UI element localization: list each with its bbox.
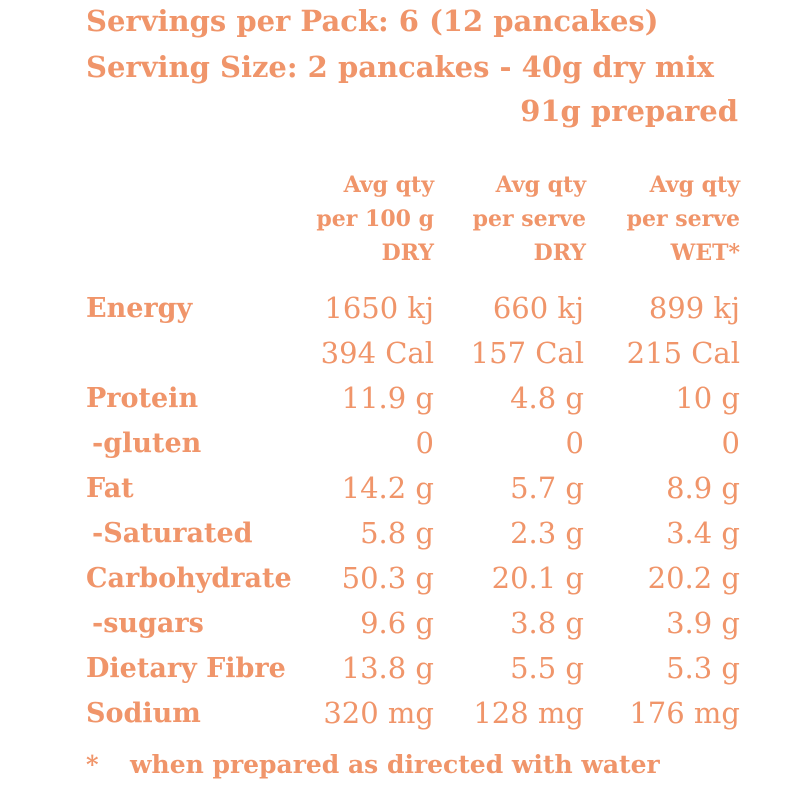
table-row: Dietary Fibre 13.8 g 5.5 g 5.3 g xyxy=(0,646,796,691)
value-per-serve-wet: 0 xyxy=(721,426,740,460)
column-header-line: Avg qty xyxy=(495,172,586,198)
table-row: Carbohydrate 50.3 g 20.1 g 20.2 g xyxy=(0,556,796,601)
column-header-line: WET* xyxy=(670,240,740,266)
value-per-100g-dry: 1650 kj xyxy=(324,291,434,325)
value-per-100g-dry: 14.2 g xyxy=(341,471,434,505)
value-per-serve-wet: 20.2 g xyxy=(647,561,740,595)
value-per-serve-dry: 4.8 g xyxy=(510,381,584,415)
value-per-serve-wet: 3.9 g xyxy=(666,606,740,640)
serving-size: Serving Size: 2 pancakes - 40g dry mix xyxy=(86,50,714,84)
prepared-weight: 91g prepared xyxy=(520,94,738,128)
column-header-line: per 100 g xyxy=(316,206,434,232)
value-per-serve-wet: 10 g xyxy=(675,381,740,415)
table-row: Protein 11.9 g 4.8 g 10 g xyxy=(0,376,796,421)
nutrient-label: Protein xyxy=(86,383,199,414)
column-header-line: Avg qty xyxy=(343,172,434,198)
column-header-line: DRY xyxy=(381,240,434,266)
value-per-100g-dry: 5.8 g xyxy=(360,516,434,550)
nutrient-label: Dietary Fibre xyxy=(86,653,286,684)
value-per-serve-dry: 5.7 g xyxy=(510,471,584,505)
column-header-per-serve-dry: Avg qty per serve DRY xyxy=(473,168,586,270)
table-row: -sugars 9.6 g 3.8 g 3.9 g xyxy=(0,601,796,646)
nutrient-label: -sugars xyxy=(92,608,204,639)
value-per-100g-dry: 9.6 g xyxy=(360,606,434,640)
value-per-serve-wet: 899 kj xyxy=(648,291,740,325)
table-row: Sodium 320 mg 128 mg 176 mg xyxy=(0,691,796,736)
value-per-serve-wet: 8.9 g xyxy=(666,471,740,505)
footnote-text: when prepared as directed with water xyxy=(130,750,660,779)
value-per-100g-dry: 50.3 g xyxy=(341,561,434,595)
value-per-serve-wet: 176 mg xyxy=(629,696,740,730)
nutrient-label: -Saturated xyxy=(92,518,253,549)
table-row: -gluten 0 0 0 xyxy=(0,421,796,466)
table-row: Fat 14.2 g 5.7 g 8.9 g xyxy=(0,466,796,511)
nutrient-label: Fat xyxy=(86,473,134,504)
value-per-100g-dry: 394 Cal xyxy=(320,336,434,370)
value-per-serve-dry: 20.1 g xyxy=(491,561,584,595)
column-header-per-serve-wet: Avg qty per serve WET* xyxy=(627,168,740,270)
column-header-line: Avg qty xyxy=(649,172,740,198)
nutrient-label: Sodium xyxy=(86,698,201,729)
value-per-100g-dry: 320 mg xyxy=(323,696,434,730)
column-header-line: DRY xyxy=(533,240,586,266)
value-per-serve-dry: 5.5 g xyxy=(510,651,584,685)
table-row: 394 Cal 157 Cal 215 Cal xyxy=(0,331,796,376)
value-per-serve-dry: 0 xyxy=(565,426,584,460)
value-per-serve-dry: 660 kj xyxy=(492,291,584,325)
value-per-serve-dry: 2.3 g xyxy=(510,516,584,550)
nutrient-label: Energy xyxy=(86,293,193,324)
value-per-serve-dry: 157 Cal xyxy=(470,336,584,370)
footnote: * when prepared as directed with water xyxy=(86,750,660,779)
value-per-serve-dry: 3.8 g xyxy=(510,606,584,640)
column-header-per-100g-dry: Avg qty per 100 g DRY xyxy=(316,168,434,270)
value-per-100g-dry: 11.9 g xyxy=(341,381,434,415)
servings-per-pack: Servings per Pack: 6 (12 pancakes) xyxy=(86,4,659,38)
value-per-100g-dry: 13.8 g xyxy=(341,651,434,685)
value-per-serve-wet: 3.4 g xyxy=(666,516,740,550)
value-per-serve-wet: 5.3 g xyxy=(666,651,740,685)
table-row: Energy 1650 kj 660 kj 899 kj xyxy=(0,286,796,331)
nutrient-label: -gluten xyxy=(92,428,202,459)
asterisk-icon: * xyxy=(86,750,99,779)
value-per-serve-wet: 215 Cal xyxy=(626,336,740,370)
value-per-100g-dry: 0 xyxy=(415,426,434,460)
column-header-line: per serve xyxy=(626,206,740,232)
column-header-line: per serve xyxy=(472,206,586,232)
table-row: -Saturated 5.8 g 2.3 g 3.4 g xyxy=(0,511,796,556)
nutrient-label: Carbohydrate xyxy=(86,563,292,594)
value-per-serve-dry: 128 mg xyxy=(473,696,584,730)
